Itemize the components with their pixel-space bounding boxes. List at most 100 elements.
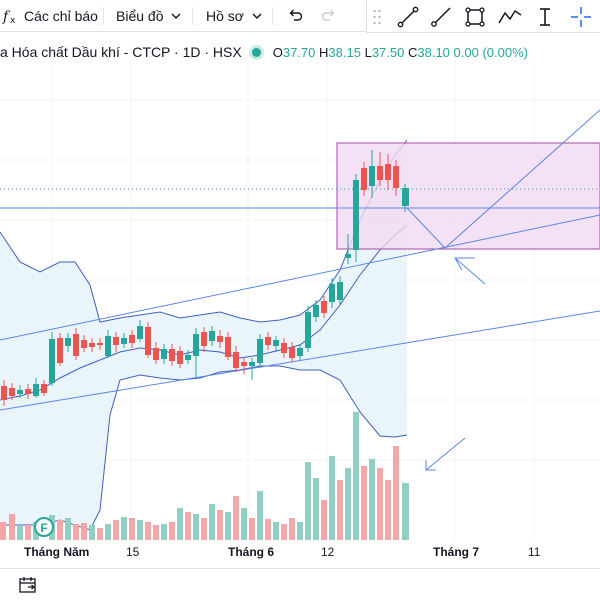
candle [329, 278, 335, 308]
redo-button[interactable] [320, 4, 338, 28]
volume-bar [0, 522, 6, 540]
volume-bar [257, 491, 263, 540]
candle [337, 276, 343, 304]
volume-bar [201, 518, 207, 540]
rectangle-drawing[interactable] [336, 142, 600, 250]
volume-bar [73, 524, 79, 540]
candle [41, 380, 47, 396]
volume-bar [377, 468, 383, 540]
ray-icon[interactable] [429, 5, 453, 29]
ohlc-values: O37.70 H38.15 L37.50 C38.10 0.00 (0.00%) [273, 45, 528, 60]
drag-handle-icon[interactable] [372, 7, 382, 27]
high-value: 38.15 [328, 44, 361, 60]
candle [402, 184, 409, 212]
volume-bar [193, 514, 199, 540]
time-axis-label: Tháng 7 [433, 545, 480, 559]
time-axis-label: 15 [126, 545, 140, 559]
time-axis-label: Tháng Năm [24, 545, 90, 559]
toolbar-divider [103, 7, 104, 25]
rectangle-icon[interactable] [463, 5, 487, 29]
open-value: 37.70 [282, 44, 316, 60]
candle [169, 344, 175, 366]
bollinger-bands [0, 139, 408, 531]
toolbar-divider [272, 7, 273, 25]
candle [65, 333, 71, 352]
volume-bar [289, 518, 295, 540]
volume-bar [361, 466, 367, 540]
crosshair-icon[interactable] [569, 5, 593, 29]
profile-button[interactable]: Hồ sơ [206, 4, 264, 28]
candle [257, 334, 263, 368]
volume-bar [225, 512, 231, 540]
candle [281, 338, 287, 358]
volume-bar [241, 508, 247, 540]
candle [241, 358, 247, 374]
svg-text:f: f [2, 9, 11, 25]
time-axis-label: 11 [528, 545, 541, 559]
redo-icon [321, 9, 335, 21]
calendar-icon[interactable] [18, 575, 38, 595]
volume-bar [265, 519, 271, 540]
volume-bar [9, 514, 15, 540]
candle [57, 333, 63, 366]
volume-bar [105, 524, 111, 540]
bottom-bar [0, 568, 600, 600]
candle [377, 152, 383, 186]
high-key: H [319, 44, 329, 60]
candle [273, 336, 279, 352]
undo-icon [289, 9, 303, 21]
candle [369, 150, 375, 198]
earnings-marker-label: F [40, 521, 47, 535]
trendline-drawings[interactable] [0, 109, 600, 471]
symbol-title[interactable]: a Hóa chất Dầu khí - CTCP · 1D · HSX [0, 44, 242, 60]
price-chart[interactable]: F [0, 60, 600, 540]
candle [129, 330, 135, 348]
candle [97, 338, 103, 350]
toolbar-divider [192, 7, 193, 25]
chart-type-label: Biểu đồ [116, 8, 164, 24]
candle [393, 160, 399, 196]
earnings-marker-icon[interactable]: F [34, 517, 54, 537]
volume-bar [145, 522, 151, 540]
symbol-legend: a Hóa chất Dầu khí - CTCP · 1D · HSX O37… [0, 42, 528, 62]
text-cursor-icon[interactable] [533, 5, 557, 29]
chevron-down-icon [171, 13, 182, 20]
volume-bar [129, 518, 135, 540]
path-icon[interactable] [497, 5, 523, 29]
chevron-down-icon [252, 13, 262, 20]
volume-bar [113, 520, 119, 540]
candle [17, 385, 23, 398]
volume-bar [345, 468, 351, 540]
candle [105, 330, 111, 358]
candle [193, 328, 199, 378]
candle [89, 338, 95, 352]
volume-bar [121, 517, 127, 540]
volume-bar [369, 459, 375, 540]
candle [361, 162, 367, 196]
market-status-dot [251, 47, 261, 57]
volume-bar [321, 500, 327, 540]
volume-bar [153, 525, 159, 540]
drawing-toolbar [366, 0, 600, 33]
trend-line-icon[interactable] [396, 5, 420, 29]
indicators-label: Các chỉ báo [24, 8, 98, 24]
volume-bar [329, 456, 335, 540]
low-value: 37.50 [371, 44, 405, 60]
candle [113, 332, 119, 352]
time-axis[interactable]: Tháng Năm 15 Tháng 6 12 Tháng 7 11 [0, 540, 600, 564]
volume-bar [233, 496, 239, 540]
volume-bar [402, 483, 409, 540]
undo-button[interactable] [286, 4, 304, 28]
low-key: L [364, 44, 372, 60]
chart-type-button[interactable]: Biểu đồ [116, 4, 183, 28]
profile-label: Hồ sơ [206, 8, 244, 24]
volume-bar [297, 522, 303, 540]
candle [137, 320, 143, 342]
time-axis-label: 12 [321, 545, 335, 559]
candle [345, 234, 351, 264]
volume-bar [177, 508, 183, 540]
volume-bar [217, 510, 223, 540]
volume-bar [393, 446, 399, 540]
